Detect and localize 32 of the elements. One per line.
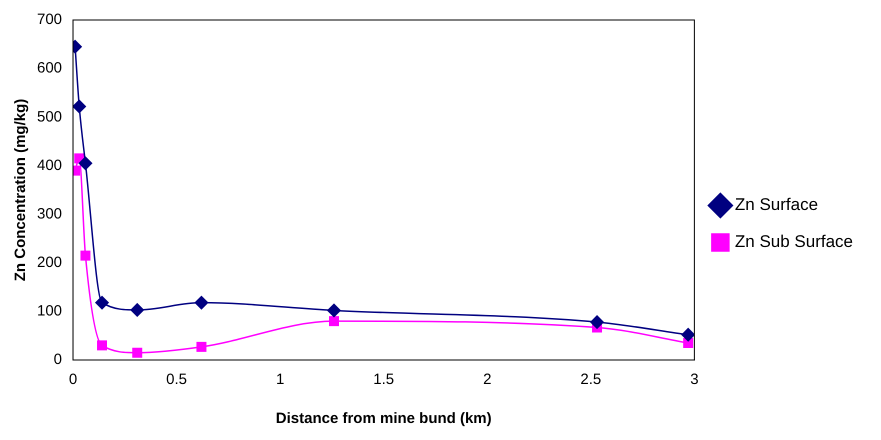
y-tick-label: 700 [36,11,62,28]
point [590,315,604,329]
y-tick-label: 0 [54,351,62,368]
point [196,342,206,352]
y-tick-label: 600 [36,60,62,77]
point [130,303,144,317]
point [194,296,208,310]
x-tick-label: 0 [68,371,78,388]
legend-label: Zn Sub Surface [734,232,854,252]
y-tick-label: 200 [36,254,62,271]
x-tick-label: 0.5 [166,371,188,388]
point [681,328,694,342]
point [327,304,341,318]
y-tick-label: 500 [36,108,62,126]
x-tick-label: 1 [276,371,284,388]
x-tick-label: 1.5 [373,371,394,388]
point [329,316,339,326]
legend-label: Zn Surface [734,195,818,214]
y-axis-title: Zn Concentration (mg/kg) [12,98,30,282]
point [73,100,86,114]
x-tick-label: 2.5 [580,371,602,388]
x-tick-label: 3 [690,371,699,388]
x-axis-title: Distance from mine bund (km) [276,410,492,428]
point [132,348,142,358]
point [95,296,109,310]
x-tick-label: 2 [483,371,492,388]
point [97,340,108,350]
y-tick-label: 300 [36,205,62,222]
y-tick-label: 100 [36,302,62,320]
y-tick-label: 400 [36,156,62,174]
point [78,156,92,170]
point [80,250,90,261]
